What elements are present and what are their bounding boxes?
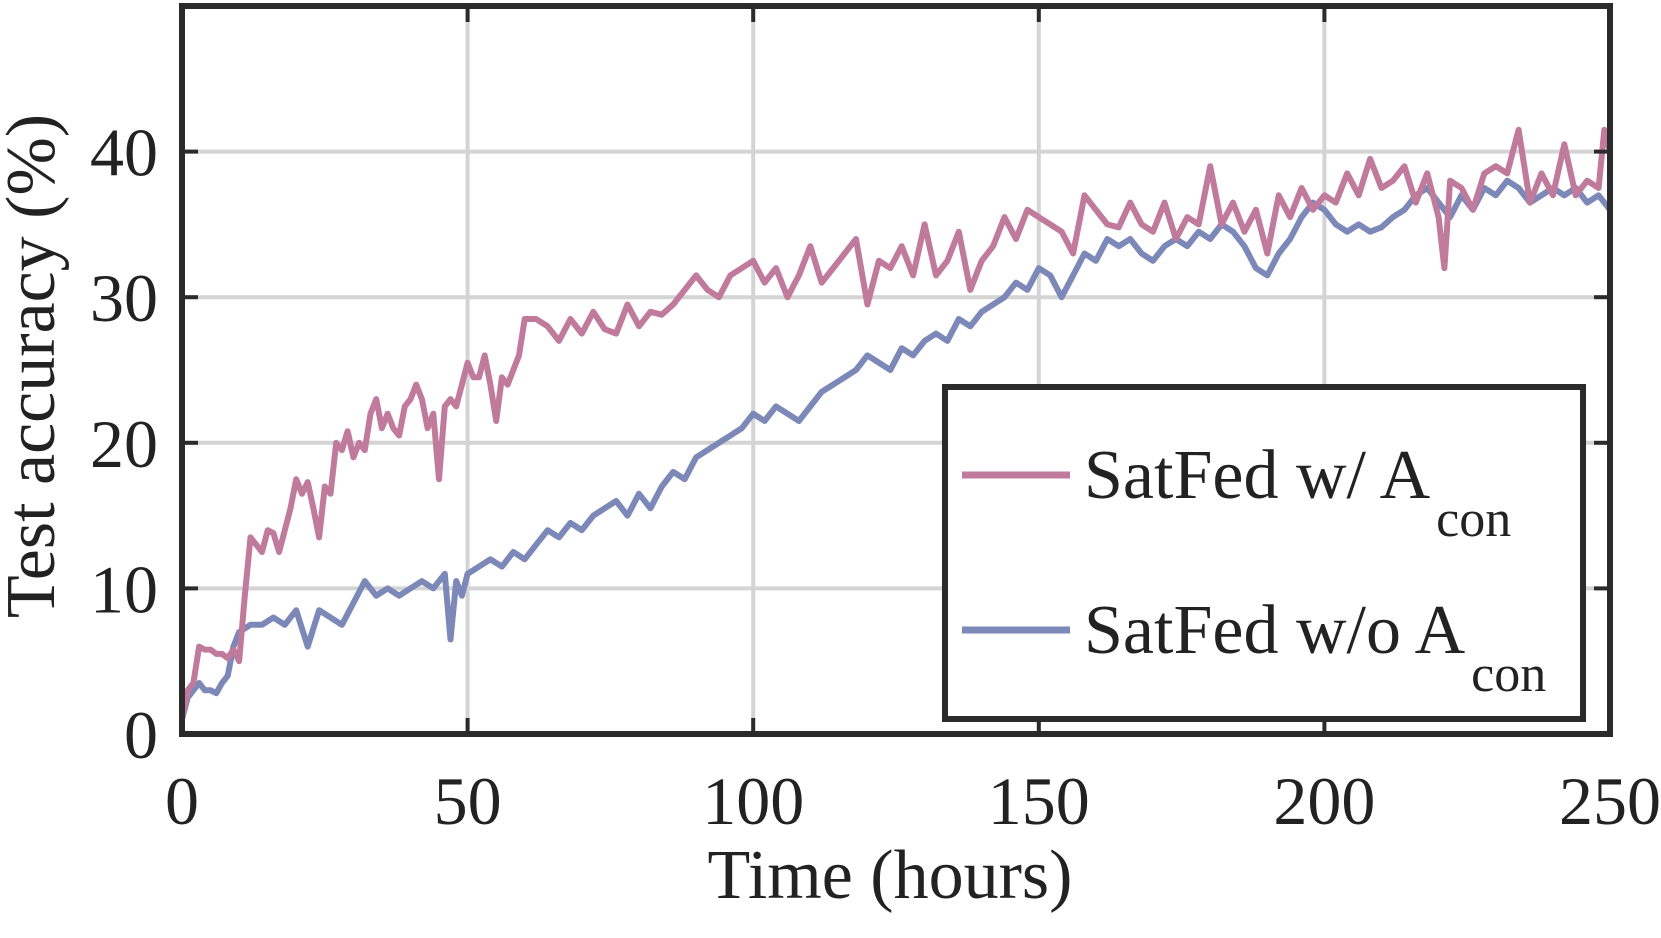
y-tick-label: 30 [90, 260, 158, 336]
legend: SatFed w/ Acon SatFed w/o Acon [942, 384, 1586, 722]
x-tick-label: 250 [1559, 763, 1661, 839]
series-line-satfed-w-a [179, 126, 1613, 723]
x-tick-label: 200 [1273, 763, 1375, 839]
y-tick-label: 0 [124, 697, 158, 773]
grid-lines [182, 6, 1610, 734]
series-line-satfed-w-o-a [179, 177, 1613, 723]
x-tick-label: 50 [434, 763, 502, 839]
x-tick-label: 100 [702, 763, 804, 839]
x-tick-label: 0 [165, 763, 199, 839]
plot-frame [179, 3, 1613, 737]
x-tick-label: 150 [988, 763, 1090, 839]
legend-label: SatFed w/ Acon [1084, 437, 1511, 548]
legend-box [942, 384, 1586, 722]
y-axis-label: Test accuracy (%) [0, 114, 70, 618]
series-lines [179, 126, 1613, 723]
axis-ticks: 0 50 100 150 200 250 0 10 20 30 40 [90, 6, 1661, 839]
legend-label: SatFed w/o Acon [1084, 592, 1546, 703]
y-tick-label: 20 [90, 406, 158, 482]
x-axis-label: Time (hours) [708, 837, 1073, 914]
y-tick-label: 40 [90, 115, 158, 191]
y-tick-label: 10 [90, 551, 158, 627]
